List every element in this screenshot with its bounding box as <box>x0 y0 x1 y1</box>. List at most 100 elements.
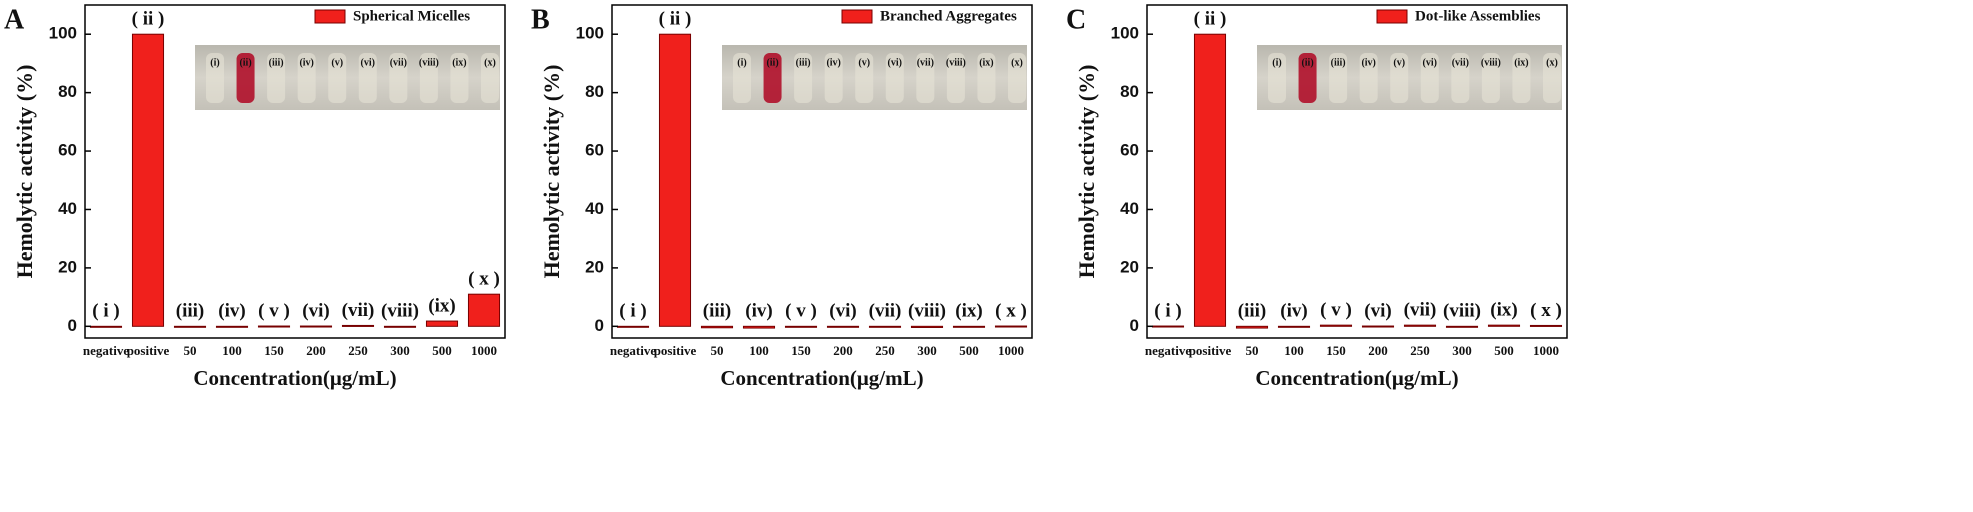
bar-annotation: ( v ) <box>258 300 290 321</box>
x-tick-label: 1000 <box>1533 343 1559 358</box>
tube <box>824 53 843 103</box>
inset-label: (viii) <box>1481 57 1501 68</box>
bar-annotation: ( x ) <box>1530 300 1562 321</box>
bar <box>1529 324 1563 327</box>
inset-label: (ix) <box>1514 57 1528 68</box>
tube <box>1543 53 1561 103</box>
y-tick-label: 40 <box>1120 199 1139 218</box>
bar <box>1277 325 1311 328</box>
bar <box>1487 324 1521 327</box>
inset-label: (iii) <box>1331 57 1346 68</box>
y-tick-label: 20 <box>585 257 604 276</box>
x-tick-label: 100 <box>222 343 242 358</box>
bar-annotation: (vi) <box>1364 300 1391 321</box>
x-tick-label: 500 <box>1494 343 1514 358</box>
tube <box>389 53 408 103</box>
x-tick-label: 50 <box>184 343 197 358</box>
y-tick-label: 40 <box>585 199 604 218</box>
y-axis-title: Hemolytic activity (%) <box>1074 65 1099 279</box>
bar <box>1403 324 1437 327</box>
inset-label: (iii) <box>796 57 811 68</box>
bar-annotation: ( i ) <box>92 301 119 322</box>
bar <box>257 325 291 328</box>
y-tick-label: 40 <box>58 199 77 218</box>
y-tick-label: 60 <box>1120 141 1139 160</box>
bar <box>425 320 459 327</box>
tube <box>328 53 347 103</box>
x-axis-title: Concentration(μg/mL) <box>1255 366 1458 390</box>
inset-label: (iii) <box>269 57 284 68</box>
tube <box>763 53 782 103</box>
y-tick-label: 0 <box>68 316 77 335</box>
y-tick-label: 80 <box>585 82 604 101</box>
legend-label: Branched Aggregates <box>880 8 1017 24</box>
bar-annotation: ( ii ) <box>1194 9 1227 30</box>
legend-label: Dot-like Assemblies <box>1415 8 1541 24</box>
y-tick-label: 60 <box>58 141 77 160</box>
inset-label: (vii) <box>1452 57 1469 68</box>
inset-label: (v) <box>1393 57 1405 68</box>
legend-label: Spherical Micelles <box>353 8 470 24</box>
bar-annotation: (viii) <box>381 301 419 322</box>
bar <box>383 325 417 328</box>
x-tick-label: 500 <box>432 343 452 358</box>
tube <box>1420 53 1439 103</box>
bar-annotation: ( i ) <box>619 301 646 322</box>
x-tick-label: 150 <box>264 343 284 358</box>
inset-label: (v) <box>331 57 343 68</box>
bar-annotation: (vi) <box>302 300 329 321</box>
inset-label: (viii) <box>419 57 439 68</box>
legend-swatch <box>314 9 346 24</box>
bar <box>1235 325 1269 329</box>
inset-label: (i) <box>1272 57 1281 68</box>
bar-annotation: ( ii ) <box>132 9 165 30</box>
tube <box>267 53 286 103</box>
legend-swatch <box>841 9 873 24</box>
panel-letter: C <box>1066 4 1086 35</box>
x-tick-label: negative <box>610 343 656 358</box>
bar <box>1445 325 1479 328</box>
x-tick-label: 100 <box>749 343 769 358</box>
bar-annotation: (viii) <box>908 301 946 322</box>
inset-label: (vi) <box>361 57 375 68</box>
inset-label: (ix) <box>979 57 993 68</box>
bar-annotation: (vii) <box>342 300 375 321</box>
bar <box>616 325 650 328</box>
bar-annotation: (iv) <box>218 301 245 322</box>
bar-annotation: (iii) <box>1238 301 1267 322</box>
plot-frame <box>84 4 506 339</box>
x-tick-label: 250 <box>1410 343 1430 358</box>
x-tick-label: 300 <box>390 343 410 358</box>
bar-annotation: ( v ) <box>1320 300 1352 321</box>
inset-label: (iv) <box>299 57 313 68</box>
bar <box>826 325 860 328</box>
x-tick-label: negative <box>1145 343 1191 358</box>
tube <box>206 53 224 103</box>
inset-label: (vi) <box>1423 57 1437 68</box>
bar <box>994 325 1028 328</box>
panel-letter: B <box>531 4 550 35</box>
tube <box>1512 53 1531 103</box>
y-tick-label: 100 <box>49 24 77 43</box>
bar-annotation: ( v ) <box>785 301 817 322</box>
plot-frame <box>611 4 1033 339</box>
bar <box>910 325 944 328</box>
panel: C Hemolytic activity (%) Concentration(μg/… <box>1066 4 1568 390</box>
x-tick-label: 300 <box>917 343 937 358</box>
tube <box>1298 53 1317 103</box>
x-tick-label: 250 <box>875 343 895 358</box>
tube <box>236 53 255 103</box>
bar-annotation: (iv) <box>745 301 772 322</box>
bar-annotation: (ix) <box>1490 300 1517 321</box>
x-tick-label: positive <box>127 343 170 358</box>
x-tick-label: 50 <box>1246 343 1259 358</box>
bar-annotation: (ix) <box>955 301 982 322</box>
bar-annotation: ( ii ) <box>659 9 692 30</box>
inset-label: (ix) <box>452 57 466 68</box>
x-tick-label: 300 <box>1452 343 1472 358</box>
tube <box>358 53 377 103</box>
bar <box>1319 324 1353 327</box>
y-tick-label: 80 <box>58 82 77 101</box>
y-axis-title: Hemolytic activity (%) <box>539 65 564 279</box>
bar <box>467 293 501 327</box>
